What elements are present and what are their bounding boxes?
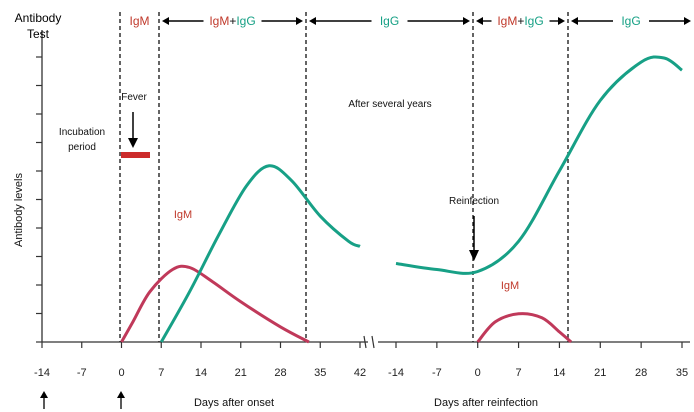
- fever-arrowhead: [128, 138, 138, 148]
- x-tick-label-reinfection: -7: [432, 367, 442, 379]
- x-axis-label-onset: Days after onset: [194, 397, 274, 409]
- header-segment-label: IgG: [621, 14, 640, 28]
- antibody-test-label: Antibody: [15, 11, 62, 25]
- header-segment-label: IgM+IgG: [497, 14, 543, 28]
- igm-peak-label-2: IgM: [501, 280, 519, 292]
- header-segment-label: IgM: [129, 14, 149, 28]
- x-tick-label-onset: 35: [314, 367, 326, 379]
- x-tick-label-reinfection: 21: [594, 367, 606, 379]
- header-arrowhead: [162, 17, 169, 25]
- header-arrowhead: [684, 17, 691, 25]
- x-tick-label-onset: 21: [235, 367, 247, 379]
- header-arrowhead: [296, 17, 303, 25]
- igg-curve-onset: [159, 164, 361, 343]
- igm-peak-label-1: IgM: [174, 209, 192, 221]
- x-tick-label-onset: 42: [354, 367, 366, 379]
- x-axis-label-reinfection: Days after reinfection: [434, 397, 538, 409]
- antibody-test-label-2: Test: [27, 27, 50, 41]
- x-tick-label-onset: 14: [195, 367, 207, 379]
- header-arrowhead: [571, 17, 578, 25]
- after-years-label: After several years: [348, 99, 431, 110]
- igm-curve-reinfection: [476, 312, 573, 344]
- x-tick-label-reinfection: 14: [553, 367, 565, 379]
- header-arrowhead: [558, 17, 565, 25]
- onset-arrows: [40, 391, 125, 409]
- x-tick-label-onset: 0: [118, 367, 124, 379]
- x-tick-label-reinfection: 28: [635, 367, 647, 379]
- x-tick-label-reinfection: 7: [516, 367, 522, 379]
- incubation-label-2: period: [68, 142, 96, 153]
- x-tick-label-reinfection: 0: [475, 367, 481, 379]
- header-arrowhead: [309, 17, 316, 25]
- x-tick-label-onset: 28: [274, 367, 286, 379]
- fever-label: Fever: [121, 92, 147, 103]
- header-segment-label: IgG: [380, 14, 399, 28]
- x-tick-label-reinfection: -14: [388, 367, 404, 379]
- reinfection-label: Reinfection: [449, 196, 499, 207]
- x-tick-label-onset: 7: [158, 367, 164, 379]
- header-segments: IgM IgM+IgG IgG IgM+IgG IgG: [129, 14, 691, 28]
- x-tick-label-onset: -14: [34, 367, 50, 379]
- axis-break-mark: [363, 335, 375, 349]
- igm-curve-onset: [120, 264, 310, 344]
- x-tick-label-reinfection: 35: [676, 367, 688, 379]
- phase-dividers: [119, 12, 569, 342]
- reinfection-arrowhead: [469, 250, 479, 261]
- header-arrowhead: [476, 17, 483, 25]
- header-segment-label: IgM+IgG: [209, 14, 255, 28]
- igg-curve-reinfection: [395, 55, 683, 275]
- y-axis-label: Antibody levels: [13, 173, 25, 247]
- x-tick-label-onset: -7: [77, 367, 87, 379]
- header-arrowhead: [463, 17, 470, 25]
- incubation-label-1: Incubation: [59, 127, 105, 138]
